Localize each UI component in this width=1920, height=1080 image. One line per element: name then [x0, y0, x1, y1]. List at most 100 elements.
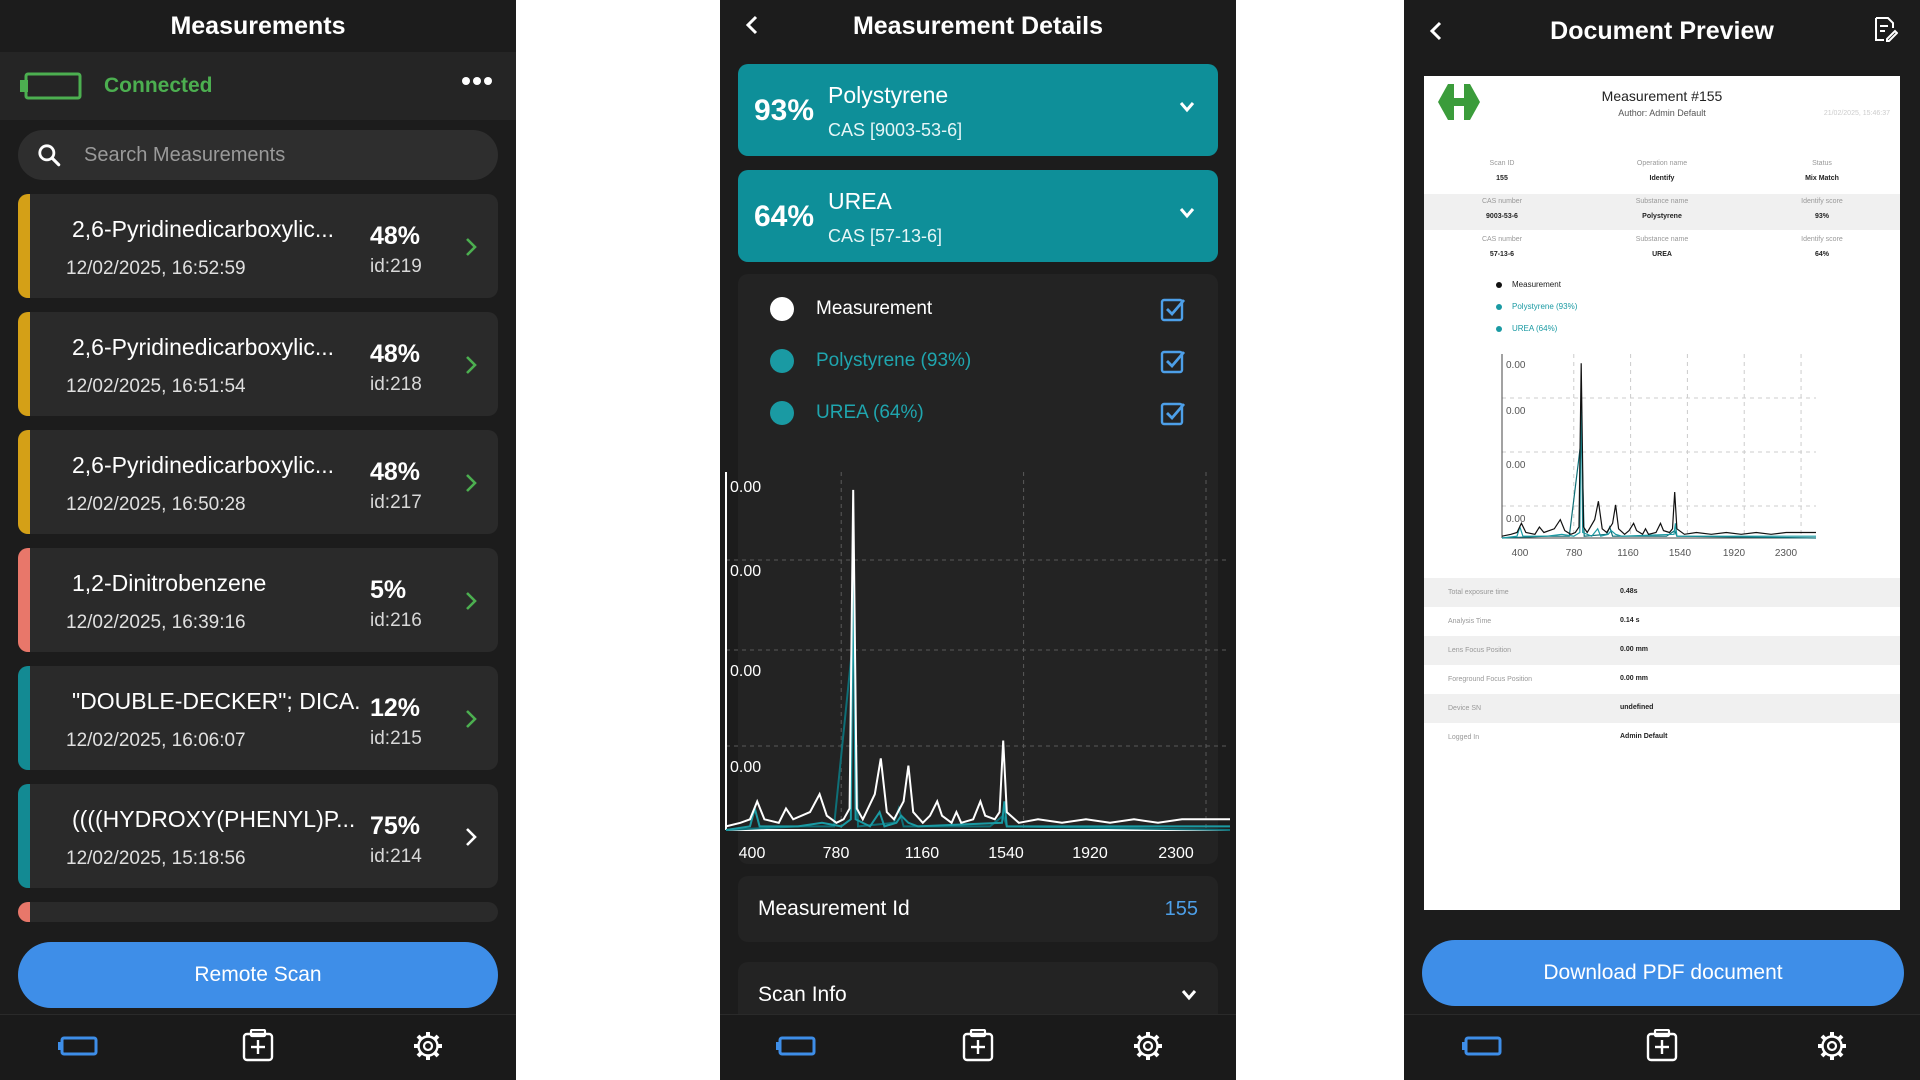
connection-bar: Connected — [0, 52, 516, 120]
spectrum-chart: 0.00 0.00 0.00 0.00 400 780 1160 1540 1920 2300 — [725, 472, 1231, 862]
tab-device[interactable] — [58, 1029, 98, 1063]
title-bar: Document Preview — [1404, 0, 1920, 62]
x-tick-label: 1920 — [1723, 548, 1746, 559]
match-indicator-bar — [18, 430, 30, 534]
x-tick-label: 780 — [823, 845, 850, 862]
legend-label: UREA (64%) — [1512, 324, 1558, 333]
tab-settings[interactable] — [1128, 1029, 1168, 1063]
document-info-row: Scan ID 155 Operation name Identify Status Mi… — [1424, 156, 1900, 192]
series-line — [1501, 390, 1816, 539]
tab-measurements[interactable] — [1642, 1028, 1682, 1063]
remote-scan-button[interactable]: Remote Scan — [18, 942, 498, 1008]
property-value: 0.48s — [1620, 588, 1638, 595]
property-key: Foreground Focus Position — [1448, 676, 1533, 683]
series-line — [725, 543, 1230, 831]
tab-settings[interactable] — [408, 1029, 448, 1063]
match-percent: 48% — [370, 340, 421, 368]
measurement-list-item[interactable]: "DOUBLE-DECKER"; DICA... 12/02/2025, 16:0… — [18, 666, 498, 770]
search-input[interactable] — [84, 143, 464, 167]
pdf-document-preview[interactable]: Measurement #155 Author: Admin Default 2… — [1424, 76, 1900, 910]
gear-icon — [1818, 1032, 1846, 1060]
measurement-list: 2,6-Pyridinedicarboxylic... 12/02/2025, 1… — [18, 194, 498, 922]
legend-item-urea[interactable]: UREA (64%) — [770, 398, 924, 428]
chevron-down-icon — [1179, 102, 1195, 113]
document-info-cell: CAS number 57-13-6 — [1442, 232, 1562, 258]
substance-name: 1,2-Dinitrobenzene — [72, 570, 267, 596]
search-bar[interactable] — [18, 130, 498, 180]
match-percent: 5% — [370, 576, 407, 604]
measurement-id: id:216 — [370, 610, 422, 631]
legend-label: Measurement — [816, 298, 933, 319]
document-property-row: Logged In Admin Default — [1424, 723, 1900, 752]
substance-name: 2,6-Pyridinedicarboxylic... — [72, 334, 335, 360]
y-tick-label: 0.00 — [730, 663, 761, 680]
property-key: Analysis Time — [1448, 618, 1492, 625]
back-arrow-icon[interactable] — [1426, 20, 1448, 42]
substance-percent: 64% — [754, 200, 815, 233]
x-tick-label: 400 — [739, 845, 766, 862]
legend-label: Polystyrene (93%) — [816, 350, 972, 371]
checkbox-checked-icon[interactable] — [1160, 296, 1186, 322]
checkbox-checked-icon[interactable] — [1160, 400, 1186, 426]
tab-device[interactable] — [1462, 1029, 1502, 1063]
legend-dot — [1496, 325, 1502, 332]
info-key: Scan ID — [1489, 160, 1515, 167]
measurement-list-item[interactable]: 2,6-Pyridinedicarboxylic... 12/02/2025, 1… — [18, 312, 498, 416]
substance-card-polystyrene[interactable]: 93% Polystyrene CAS [9003-53-6] — [738, 64, 1218, 156]
substance-card-urea[interactable]: 64% UREA CAS [57-13-6] — [738, 170, 1218, 262]
info-value: Polystyrene — [1642, 213, 1682, 220]
info-key: CAS number — [1481, 198, 1523, 205]
legend-item-measurement[interactable]: Measurement — [770, 294, 932, 324]
x-tick-label: 2300 — [1158, 845, 1194, 862]
legend-dot — [1496, 281, 1502, 288]
x-tick-label: 1160 — [1617, 548, 1639, 559]
measurement-id: id:218 — [370, 374, 422, 395]
chevron-right-icon — [466, 592, 477, 610]
substance-name: 2,6-Pyridinedicarboxylic... — [72, 452, 335, 478]
match-percent: 48% — [370, 222, 421, 250]
x-tick-label: 1920 — [1072, 845, 1108, 862]
more-options-icon[interactable] — [460, 74, 494, 88]
page-title: Measurement Details — [852, 11, 1104, 40]
download-pdf-button[interactable]: Download PDF document — [1422, 940, 1904, 1006]
back-arrow-icon[interactable] — [742, 14, 764, 36]
tab-measurements[interactable] — [238, 1028, 278, 1063]
property-key: Total exposure time — [1448, 589, 1509, 596]
measurement-id: id:215 — [370, 728, 422, 749]
measurement-list-item[interactable]: 2,6-Pyridinedicarboxylic... 12/02/2025, 1… — [18, 430, 498, 534]
document-info-cell: Substance name Polystyrene — [1602, 194, 1722, 220]
checkbox-checked-icon[interactable] — [1160, 348, 1186, 374]
chevron-right-icon — [466, 710, 477, 728]
series-line — [725, 489, 1230, 828]
info-key: Substance name — [1635, 236, 1689, 243]
doc-legend-polystyrene: Polystyrene (93%) — [1496, 302, 1577, 311]
connection-status: Connected — [104, 74, 213, 97]
y-tick-label: 0.00 — [730, 759, 761, 776]
search-icon — [38, 144, 61, 167]
document-property-row: Total exposure time 0.48s — [1424, 578, 1900, 607]
edit-document-icon[interactable] — [1872, 16, 1898, 42]
chevron-right-icon — [466, 828, 477, 846]
legend-item-polystyrene[interactable]: Polystyrene (93%) — [770, 346, 971, 376]
document-info-cell: Identify score 93% — [1762, 194, 1882, 220]
match-percent: 75% — [370, 812, 421, 840]
measurement-date: 12/02/2025, 16:39:16 — [66, 612, 246, 633]
measurement-list-item[interactable]: 2,6-Pyridinedicarboxylic... 12/02/2025, 1… — [18, 194, 498, 298]
spectrum-card: Measurement Polystyrene (93%) UREA (64%) — [738, 274, 1218, 864]
tab-measurements[interactable] — [958, 1028, 998, 1063]
document-info-cell: CAS number 9003-53-6 — [1442, 194, 1562, 220]
gear-icon — [1134, 1032, 1162, 1060]
title-bar: Measurements — [0, 0, 516, 52]
measurement-list-item[interactable]: 1,2-Dinitrobenzene 12/02/2025, 16:39:16 5%… — [18, 548, 498, 652]
measurement-list-item[interactable]: ((((HYDROXY(PHENYL)P... 12/02/2025, 15:18… — [18, 784, 498, 888]
info-key: CAS number — [1481, 236, 1523, 243]
tab-device[interactable] — [776, 1029, 816, 1063]
measurement-list-item[interactable] — [18, 902, 498, 922]
substance-name: Polystyrene — [828, 82, 949, 108]
document-property-row: Lens Focus Position 0.00 mm — [1424, 636, 1900, 665]
tab-settings[interactable] — [1812, 1029, 1852, 1063]
info-key: Identify score — [1801, 198, 1843, 205]
add-document-icon — [242, 1028, 274, 1062]
match-indicator-bar — [18, 548, 30, 652]
y-tick-label: 0.00 — [730, 479, 761, 496]
